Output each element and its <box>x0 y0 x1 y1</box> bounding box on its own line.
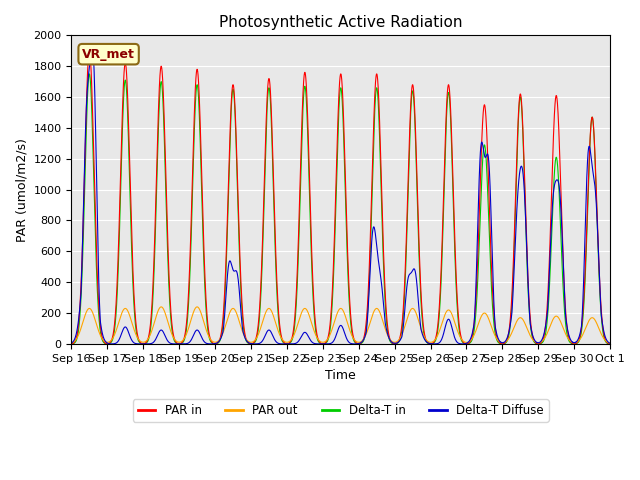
Delta-T in <box>269 177 277 183</box>
Delta-T Diffuse <box>183 341 191 347</box>
Delta-T Diffuse <box>492 326 499 332</box>
PAR in <box>606 341 614 347</box>
Delta-T in <box>415 253 423 259</box>
Delta-T Diffuse <box>605 339 612 345</box>
Delta-T in <box>68 341 76 347</box>
X-axis label: Time: Time <box>325 369 356 382</box>
Delta-T in <box>606 341 614 347</box>
PAR out <box>415 319 423 325</box>
PAR in <box>415 241 423 247</box>
Delta-T in <box>183 324 191 330</box>
Line: PAR out: PAR out <box>72 307 610 343</box>
PAR out <box>183 331 191 336</box>
PAR out <box>157 304 165 310</box>
PAR in <box>177 340 185 346</box>
PAR out <box>68 340 76 346</box>
Legend: PAR in, PAR out, Delta-T in, Delta-T Diffuse: PAR in, PAR out, Delta-T in, Delta-T Dif… <box>133 399 548 421</box>
Delta-T Diffuse <box>88 43 96 49</box>
PAR out <box>177 339 185 345</box>
Y-axis label: PAR (umol/m2/s): PAR (umol/m2/s) <box>15 138 28 241</box>
Delta-T Diffuse <box>177 341 185 347</box>
Line: Delta-T in: Delta-T in <box>72 74 610 344</box>
Delta-T in <box>86 71 93 77</box>
Delta-T Diffuse <box>68 340 76 346</box>
PAR out <box>606 340 614 346</box>
PAR in <box>269 164 277 169</box>
PAR in <box>604 340 612 346</box>
PAR in <box>86 48 93 54</box>
Line: Delta-T Diffuse: Delta-T Diffuse <box>72 46 610 344</box>
PAR out <box>604 340 612 346</box>
Title: Photosynthetic Active Radiation: Photosynthetic Active Radiation <box>219 15 463 30</box>
PAR in <box>492 327 499 333</box>
Delta-T Diffuse <box>269 334 277 339</box>
Delta-T in <box>492 333 499 338</box>
Delta-T in <box>604 341 612 347</box>
PAR out <box>269 312 277 318</box>
PAR out <box>492 334 499 339</box>
PAR in <box>68 341 76 347</box>
Delta-T Diffuse <box>606 340 614 346</box>
Delta-T in <box>177 341 185 347</box>
Line: PAR in: PAR in <box>72 51 610 344</box>
Delta-T Diffuse <box>415 308 423 313</box>
Text: VR_met: VR_met <box>82 48 135 60</box>
Delta-T Diffuse <box>105 341 113 347</box>
PAR in <box>183 318 191 324</box>
